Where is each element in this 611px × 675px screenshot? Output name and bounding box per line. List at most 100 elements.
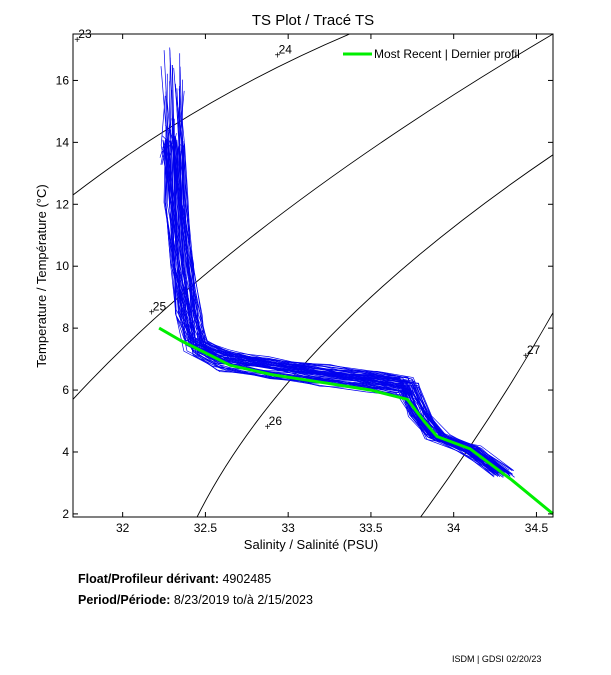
- profile-line: [171, 140, 506, 473]
- profile-line: [173, 133, 500, 474]
- profile-line: [169, 81, 501, 478]
- profile-line: [160, 95, 495, 477]
- profile-line: [164, 144, 495, 474]
- recent-profile-line: [158, 326, 554, 516]
- chart-title: TS Plot / Tracé TS: [252, 12, 374, 29]
- plot-frame: [72, 33, 554, 518]
- profile-line: [173, 67, 511, 476]
- profile-line: [174, 140, 503, 472]
- profile-line: [170, 140, 504, 477]
- y-axis: 2 4 6 8 10 12 14 16: [56, 73, 553, 521]
- profile-line: [179, 144, 506, 474]
- profile-line: [167, 138, 499, 476]
- period-info: Period/Période: 8/23/2019 to/à 2/15/2023: [78, 593, 313, 607]
- isoline-plus: +: [74, 35, 80, 46]
- footer-credit: ISDM | GDSI 02/20/23: [452, 654, 542, 664]
- isoline-plus: +: [523, 351, 529, 362]
- isoline-label: 26: [269, 414, 283, 428]
- period-sep: to/à: [232, 593, 254, 607]
- profile-line: [162, 135, 498, 474]
- profile-line: [162, 145, 497, 476]
- isoline-plus: +: [149, 308, 155, 319]
- float-info: Float/Profileur dérivant: 4902485: [78, 572, 271, 586]
- profile-line: [182, 140, 509, 474]
- x-axis: 32 32.5 33 33.5 34 34.5: [116, 34, 548, 535]
- density-isoline: [73, 34, 351, 196]
- profile-line: [179, 53, 513, 475]
- y-tick-label: 14: [56, 135, 70, 149]
- profile-line: [162, 139, 499, 475]
- profile-line: [168, 57, 502, 472]
- isoline-label: 25: [153, 300, 167, 314]
- profile-line: [175, 89, 507, 471]
- isoline-label: 27: [527, 343, 541, 357]
- profile-line: [172, 141, 508, 478]
- profile-line: [175, 146, 513, 475]
- profile-line: [178, 88, 510, 475]
- profile-line: [175, 83, 513, 471]
- density-isoline: [81, 34, 83, 35]
- profile-line: [160, 66, 494, 474]
- profile-line: [166, 127, 497, 474]
- x-tick-label: 32: [116, 521, 130, 535]
- y-tick-label: 4: [62, 445, 69, 459]
- x-tick-label: 33.5: [359, 521, 383, 535]
- profile-line: [159, 143, 493, 472]
- profile-line: [168, 141, 504, 475]
- density-isoline: [420, 312, 553, 517]
- profile-line: [165, 140, 495, 472]
- isoline-plus: +: [275, 51, 281, 62]
- profile-line: [162, 139, 500, 471]
- y-tick-label: 16: [56, 73, 70, 87]
- density-isolines: [73, 34, 553, 517]
- float-id: 4902485: [222, 572, 272, 586]
- profile-line: [180, 144, 511, 477]
- profile-line: [166, 139, 499, 472]
- x-tick-label: 34.5: [525, 521, 549, 535]
- x-tick-label: 32.5: [194, 521, 218, 535]
- float-label: Float/Profileur dérivant:: [78, 572, 219, 586]
- y-tick-label: 2: [62, 507, 69, 521]
- profile-line: [182, 143, 514, 471]
- profile-line: [179, 66, 510, 471]
- y-tick-label: 12: [56, 197, 70, 211]
- x-axis-label: Salinity / Salinité (PSU): [244, 537, 378, 552]
- profile-series-line: [171, 64, 504, 475]
- profile-line: [177, 107, 510, 475]
- profile-line: [171, 89, 506, 472]
- density-isoline: [196, 154, 553, 517]
- profile-line: [181, 79, 515, 478]
- profile-line: [176, 139, 511, 476]
- x-tick-label: 34: [447, 521, 461, 535]
- y-tick-label: 10: [56, 259, 70, 273]
- x-tick-label: 33: [281, 521, 295, 535]
- period-end: 2/15/2023: [257, 593, 313, 607]
- period-label: Period/Période:: [78, 593, 171, 607]
- profile-line: [160, 139, 494, 477]
- profile-line: [165, 139, 499, 477]
- profile-line: [161, 141, 494, 472]
- profile-line: [173, 118, 504, 478]
- profile-line: [178, 85, 510, 475]
- profile-line: [172, 145, 505, 473]
- profile-line: [165, 91, 495, 471]
- density-isoline: [73, 34, 553, 400]
- profile-line: [168, 126, 503, 474]
- profile-line: [175, 143, 507, 476]
- profile-line: [174, 141, 508, 478]
- legend: Most Recent | Dernier profil: [343, 47, 520, 61]
- profile-line: [164, 73, 495, 478]
- profile-line: [175, 136, 501, 473]
- y-tick-label: 8: [62, 321, 69, 335]
- profile-line: [174, 136, 506, 477]
- legend-label: Most Recent | Dernier profil: [374, 47, 520, 61]
- isoline-label: 24: [279, 43, 293, 57]
- profile-line: [163, 50, 500, 474]
- profile-line: [176, 146, 510, 474]
- profile-line: [166, 98, 495, 476]
- isoline-labels: +23+24+25+26+27: [74, 27, 540, 433]
- historical-profiles: [159, 47, 515, 478]
- y-tick-label: 6: [62, 383, 69, 397]
- y-axis-label: Temperature / Température (°C): [34, 184, 49, 367]
